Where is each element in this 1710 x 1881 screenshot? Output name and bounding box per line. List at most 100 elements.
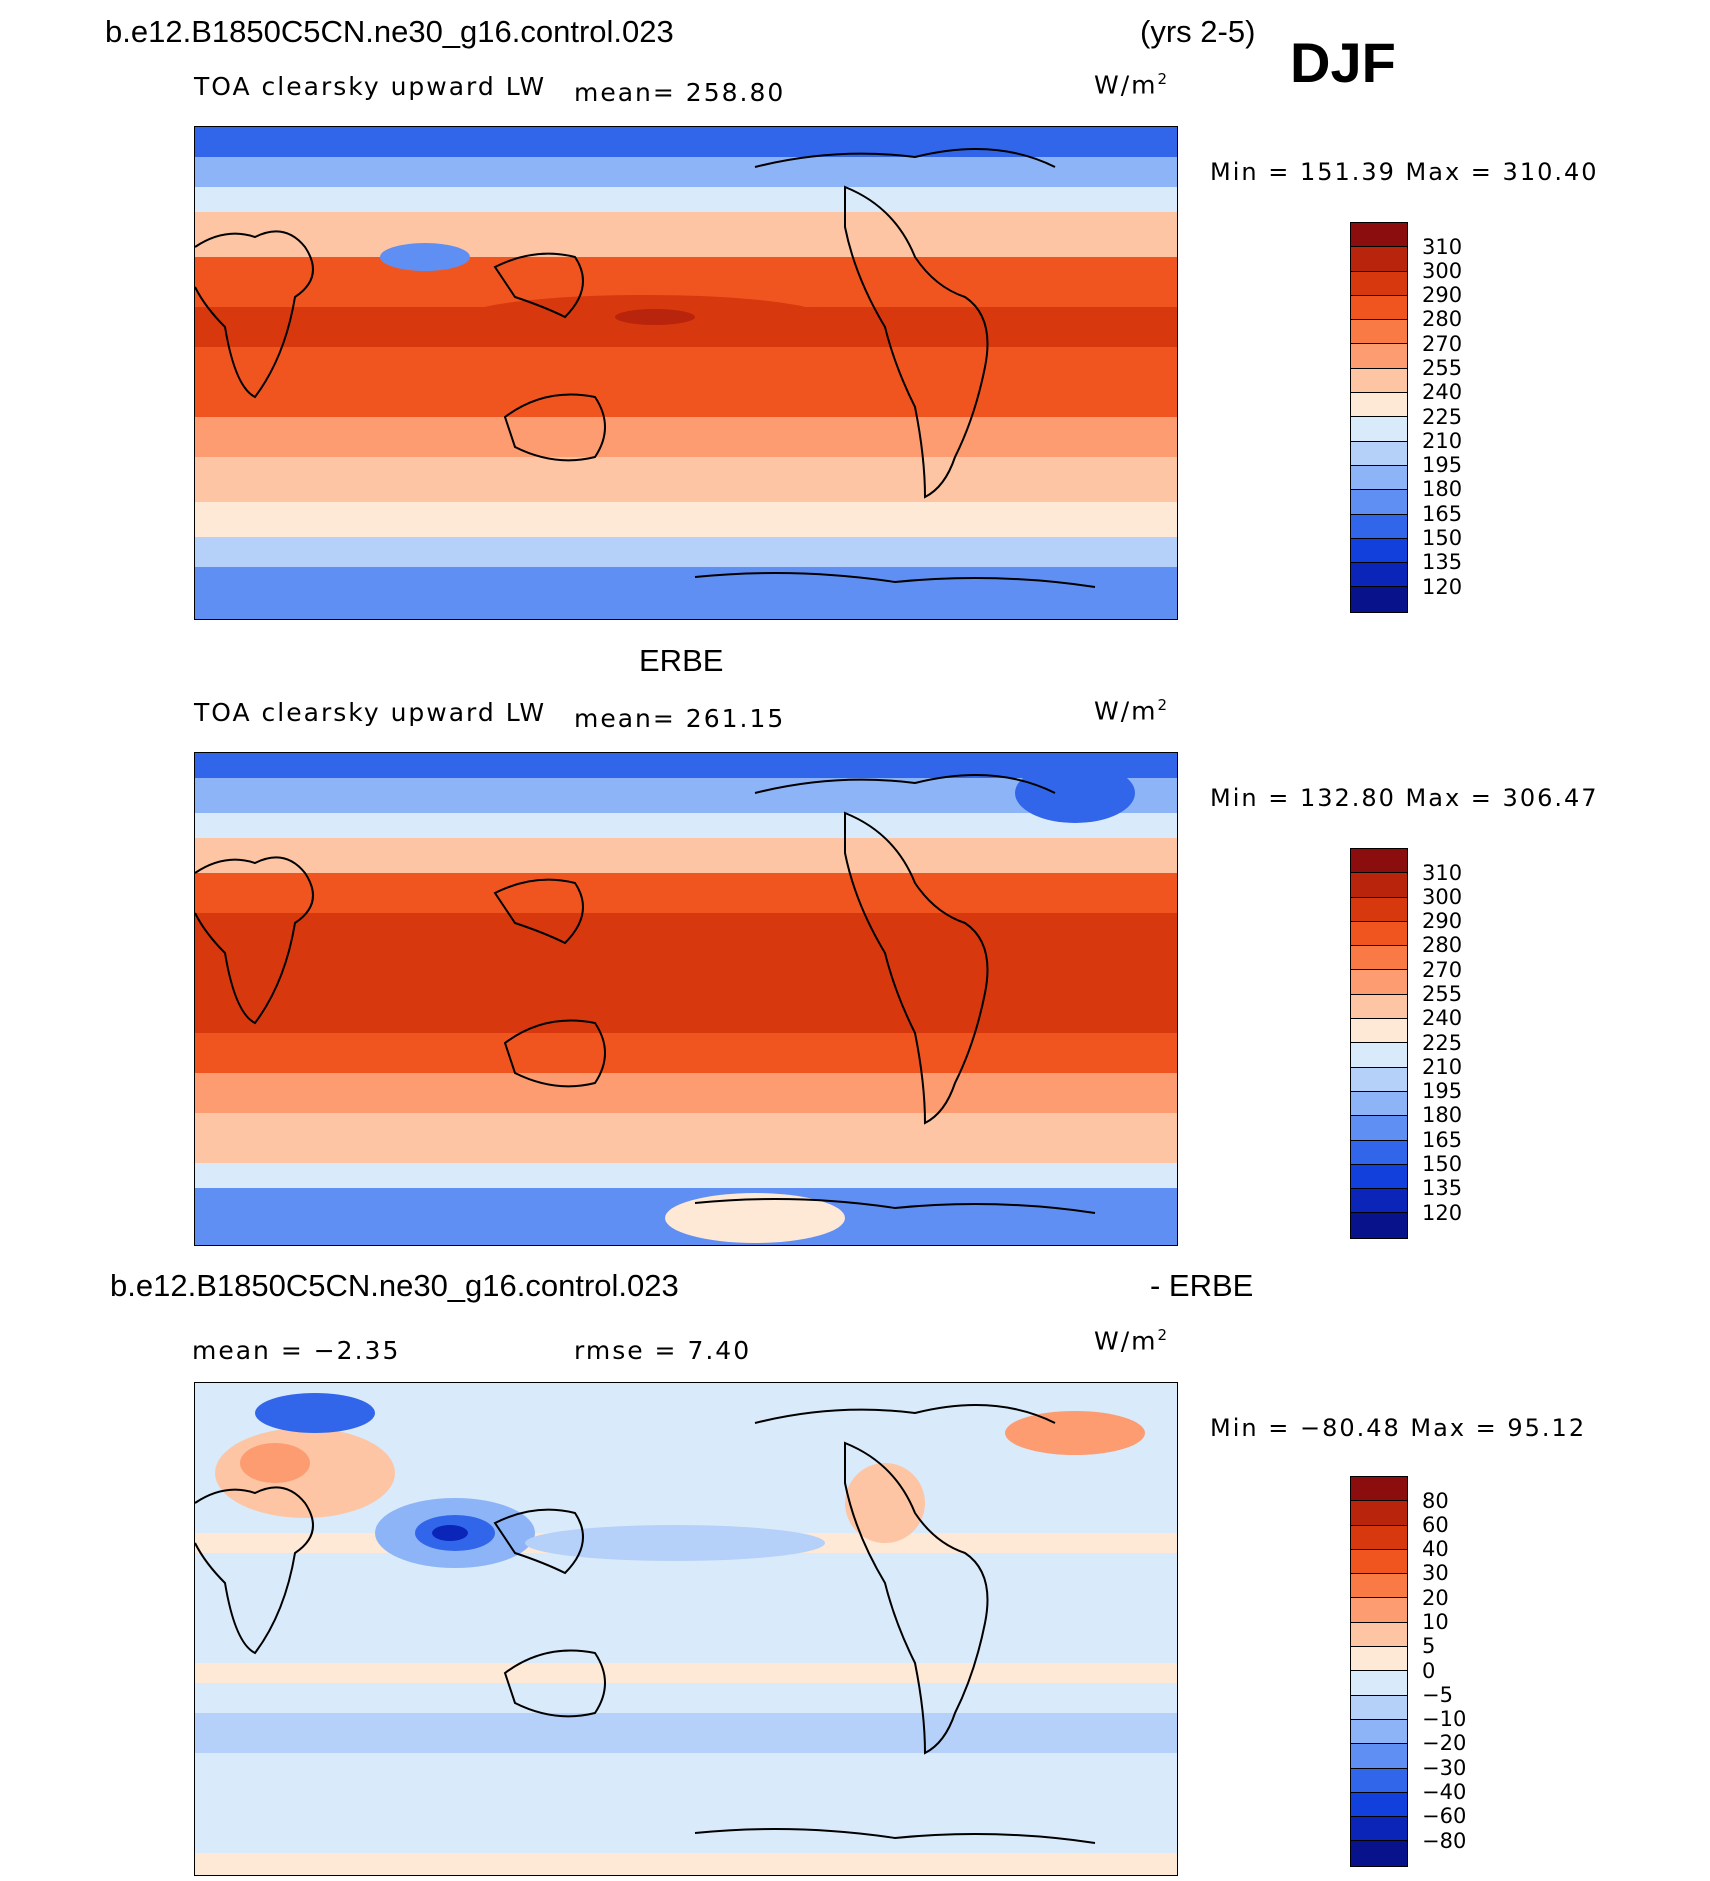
colorbar-swatch — [1351, 1549, 1407, 1575]
zone-band — [195, 187, 1177, 212]
colorbar-swatch — [1351, 417, 1407, 442]
panel3-mean: mean = −2.35 — [192, 1336, 401, 1365]
colorbar-swatch — [1351, 514, 1407, 539]
colorbar-label: −60 — [1422, 1804, 1467, 1828]
colorbar-swatch — [1351, 320, 1407, 345]
colorbar-label: 135 — [1422, 550, 1463, 574]
warm-core — [615, 309, 695, 325]
coastline — [694, 572, 1096, 588]
colorbar-swatch — [1351, 1189, 1407, 1214]
zone-band — [195, 753, 1177, 778]
panel2-colorbar — [1350, 848, 1408, 1239]
zone-band — [195, 873, 1177, 913]
case-title: b.e12.B1850C5CN.ne30_g16.control.023 — [105, 14, 674, 49]
colorbar-swatch — [1351, 441, 1407, 466]
panel3-units: W/m2 — [1094, 1326, 1170, 1356]
zone-band — [195, 567, 1177, 619]
colorbar-label: 150 — [1422, 526, 1463, 550]
colorbar-swatch — [1351, 994, 1407, 1020]
colorbar-label: 195 — [1422, 1079, 1463, 1103]
zone-band — [195, 212, 1177, 257]
colorbar-label: 180 — [1422, 1103, 1463, 1127]
colorbar-label: 210 — [1422, 429, 1463, 453]
colorbar-swatch — [1351, 393, 1407, 418]
colorbar-swatch — [1351, 1768, 1407, 1793]
zone-band — [195, 127, 1177, 157]
colorbar-swatch — [1351, 1817, 1407, 1842]
zone-band — [195, 502, 1177, 537]
coastline — [493, 252, 584, 319]
zone-band — [195, 1853, 1177, 1875]
colorbar-swatch — [1351, 1792, 1407, 1818]
panel2-minmax: Min = 132.80 Max = 306.47 — [1210, 784, 1599, 812]
colorbar-swatch — [1351, 1525, 1407, 1550]
panel1-units: W/m2 — [1094, 70, 1170, 100]
colorbar-label: −80 — [1422, 1829, 1467, 1853]
colorbar-swatch — [1351, 873, 1407, 898]
coastline — [844, 1441, 989, 1755]
colorbar-label: 120 — [1422, 1201, 1463, 1225]
colorbar-label: 0 — [1422, 1659, 1436, 1683]
coastline — [754, 1404, 1056, 1424]
coastline — [493, 1508, 584, 1575]
colorbar-swatch — [1351, 1671, 1407, 1696]
colorbar-label: 80 — [1422, 1489, 1449, 1513]
colorbar-label: −5 — [1422, 1683, 1453, 1707]
colorbar-label: 270 — [1422, 958, 1463, 982]
colorbar-label: 135 — [1422, 1176, 1463, 1200]
colorbar-swatch — [1351, 1116, 1407, 1141]
antarctic-warm — [665, 1193, 845, 1243]
colorbar-label: −10 — [1422, 1707, 1467, 1731]
colorbar-swatch — [1351, 1622, 1407, 1648]
zone-band — [195, 537, 1177, 567]
coastline — [694, 1198, 1096, 1214]
colorbar-label: 20 — [1422, 1586, 1449, 1610]
colorbar-swatch — [1351, 970, 1407, 995]
zone-band — [195, 1113, 1177, 1163]
coastline — [195, 856, 314, 1025]
colorbar-swatch — [1351, 1647, 1407, 1672]
colorbar-swatch — [1351, 1091, 1407, 1117]
colorbar-swatch — [1351, 368, 1407, 394]
panel3-title-right: - ERBE — [1150, 1268, 1254, 1303]
coastline — [844, 811, 989, 1125]
colorbar-swatch — [1351, 1501, 1407, 1526]
colorbar-swatch — [1351, 849, 1407, 874]
panel2-title: ERBE — [639, 643, 724, 678]
colorbar-swatch — [1351, 1213, 1407, 1238]
colorbar-label: 60 — [1422, 1513, 1449, 1537]
colorbar-label: −20 — [1422, 1731, 1467, 1755]
panel1-map — [194, 126, 1178, 620]
colorbar-label: 10 — [1422, 1610, 1449, 1634]
coastline — [195, 1486, 314, 1655]
panel2-map — [194, 752, 1178, 1246]
panel2-mean: mean= 261.15 — [574, 704, 786, 733]
colorbar-label: 165 — [1422, 1128, 1463, 1152]
colorbar-label: 195 — [1422, 453, 1463, 477]
coastline — [694, 1828, 1096, 1844]
coastline — [503, 1019, 606, 1088]
colorbar-label: 120 — [1422, 575, 1463, 599]
colorbar-swatch — [1351, 344, 1407, 369]
colorbar-label: 165 — [1422, 502, 1463, 526]
zone-band — [195, 1073, 1177, 1113]
colorbar-swatch — [1351, 490, 1407, 515]
colorbar-label: 255 — [1422, 982, 1463, 1006]
colorbar-label: 280 — [1422, 307, 1463, 331]
colorbar-swatch — [1351, 1140, 1407, 1165]
panel1-variable: TOA clearsky upward LW — [194, 72, 547, 101]
colorbar-label: 5 — [1422, 1634, 1436, 1658]
colorbar-swatch — [1351, 223, 1407, 248]
panel2-variable: TOA clearsky upward LW — [194, 698, 547, 727]
colorbar-label: 270 — [1422, 332, 1463, 356]
colorbar-label: −40 — [1422, 1780, 1467, 1804]
colorbar-label: 30 — [1422, 1561, 1449, 1585]
panel3-minmax: Min = −80.48 Max = 95.12 — [1210, 1414, 1587, 1442]
colorbar-swatch — [1351, 1744, 1407, 1769]
colorbar-label: 310 — [1422, 235, 1463, 259]
colorbar-swatch — [1351, 1477, 1407, 1502]
coastline — [844, 185, 989, 499]
zone-band — [195, 347, 1177, 417]
colorbar-swatch — [1351, 1067, 1407, 1092]
zone-band — [195, 457, 1177, 502]
